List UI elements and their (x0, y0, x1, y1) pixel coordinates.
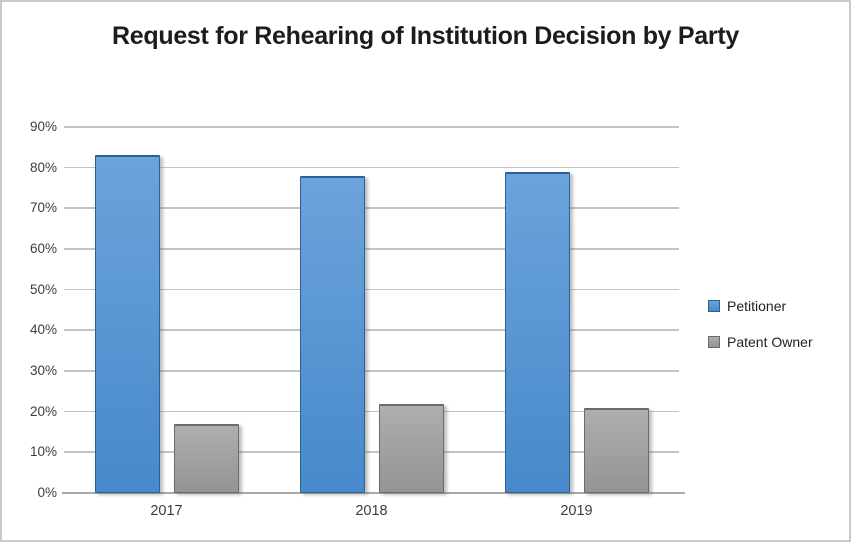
bar-petitioner-2017 (94, 155, 160, 493)
y-tick-label-70: 70% (29, 200, 57, 216)
bar-petitioner-2018 (299, 175, 365, 493)
plot-area (62, 126, 685, 494)
gridline-90 (64, 126, 679, 128)
bar-patent-owner-2017 (173, 423, 239, 493)
y-tick-label-10: 10% (29, 444, 57, 460)
legend-item-patent-owner: Patent Owner (708, 334, 813, 350)
x-tick-label-2017: 2017 (150, 503, 183, 519)
legend-label: Petitioner (727, 298, 787, 314)
y-tick-label-20: 20% (29, 403, 57, 419)
legend-swatch-icon (708, 336, 720, 348)
legend-label: Patent Owner (727, 334, 813, 350)
legend-item-petitioner: Petitioner (708, 298, 813, 314)
gridline-30 (64, 370, 679, 372)
x-tick-label-2018: 2018 (355, 503, 388, 519)
gridline-20 (64, 410, 679, 413)
bar-patent-owner-2018 (378, 403, 444, 493)
chart-title: Request for Rehearing of Institution Dec… (112, 22, 739, 50)
bar-petitioner-2019 (504, 171, 570, 493)
bar-patent-owner-2019 (583, 407, 649, 493)
gridline-80 (64, 166, 679, 169)
y-axis: 0% 10% 20% 30% 40% 50% 60% 70% 80% 90% (2, 119, 57, 500)
gridline-50 (64, 288, 679, 291)
gridline-40 (64, 329, 679, 331)
gridline-70 (64, 207, 679, 209)
legend: Petitioner Patent Owner (708, 298, 813, 370)
x-axis: 2017 2018 2019 (64, 503, 679, 525)
gridline-60 (64, 248, 679, 250)
y-tick-label-80: 80% (29, 159, 57, 175)
legend-swatch-icon (708, 300, 720, 312)
y-tick-label-90: 90% (29, 119, 57, 134)
x-tick-label-2019: 2019 (560, 503, 593, 519)
y-tick-label-40: 40% (29, 322, 57, 338)
y-tick-label-60: 60% (29, 241, 57, 256)
y-tick-label-0: 0% (37, 485, 57, 500)
x-axis-line (62, 492, 685, 494)
y-tick-label-30: 30% (29, 363, 57, 378)
y-tick-label-50: 50% (29, 281, 57, 297)
gridline-10 (64, 451, 679, 453)
